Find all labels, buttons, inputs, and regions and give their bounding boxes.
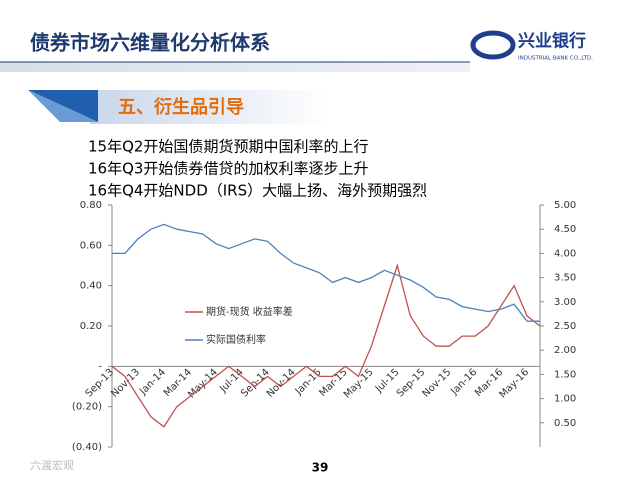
y2-tick-label: 0.50	[554, 418, 576, 429]
y2-tick-label: 4.50	[554, 224, 576, 235]
series-line	[111, 263, 541, 428]
page-number: 39	[312, 461, 329, 475]
header-title: 债券市场六维量化分析体系	[30, 31, 270, 55]
y-tick-label: -	[98, 361, 102, 372]
section-title: 五、衍生品引导	[118, 96, 244, 118]
y2-tick-label: 2.50	[554, 321, 576, 332]
bullet: 15年Q2开始国债期货预期中国利率的上行	[88, 138, 368, 156]
bullet: 16年Q4开始NDD（IRS）大幅上扬、海外预期强烈	[88, 182, 427, 200]
y2-tick-label: 3.00	[554, 297, 576, 308]
series-line	[112, 223, 540, 322]
logo-text: 兴业银行	[518, 31, 586, 52]
x-tick-label: Nov-14	[265, 367, 298, 400]
section-band	[90, 90, 330, 124]
y-tick-label: 0.60	[80, 240, 102, 251]
bullet: 16年Q3开始债券借贷的加权利率逐步上升	[88, 160, 368, 178]
y2-tick-label: 4.00	[554, 248, 576, 259]
legend-label: 期货-现货 收益率差	[206, 305, 293, 318]
y-tick-label: 0.80	[80, 200, 102, 211]
y-tick-label: (0.20)	[72, 402, 102, 413]
y2-tick-label: 3.50	[554, 273, 576, 284]
chart: (0.40) (0.20) - 0.20 0.40 0.60 0.80 0.50 1.00 1.5…	[72, 200, 576, 453]
y2-tick-label: 5.00	[554, 200, 576, 211]
logo-sub: INDUSTRIAL BANK CO.,LTD.	[518, 56, 593, 62]
watermark: 六渡宏观	[30, 458, 74, 472]
y-tick-label: 0.40	[80, 281, 102, 292]
y-tick-label: 0.20	[80, 321, 102, 332]
x-tick-label: Nov-15	[421, 367, 454, 400]
logo-mark	[470, 30, 516, 60]
y2-tick-label: 2.00	[554, 345, 576, 356]
y2-tick-label: 1.50	[554, 369, 576, 380]
header-band	[0, 62, 470, 72]
legend-label: 实际国债利率	[206, 333, 266, 346]
section-triangle-2	[28, 90, 98, 122]
y-tick-label: (0.40)	[72, 442, 102, 453]
y2-tick-label: 1.00	[554, 394, 576, 405]
